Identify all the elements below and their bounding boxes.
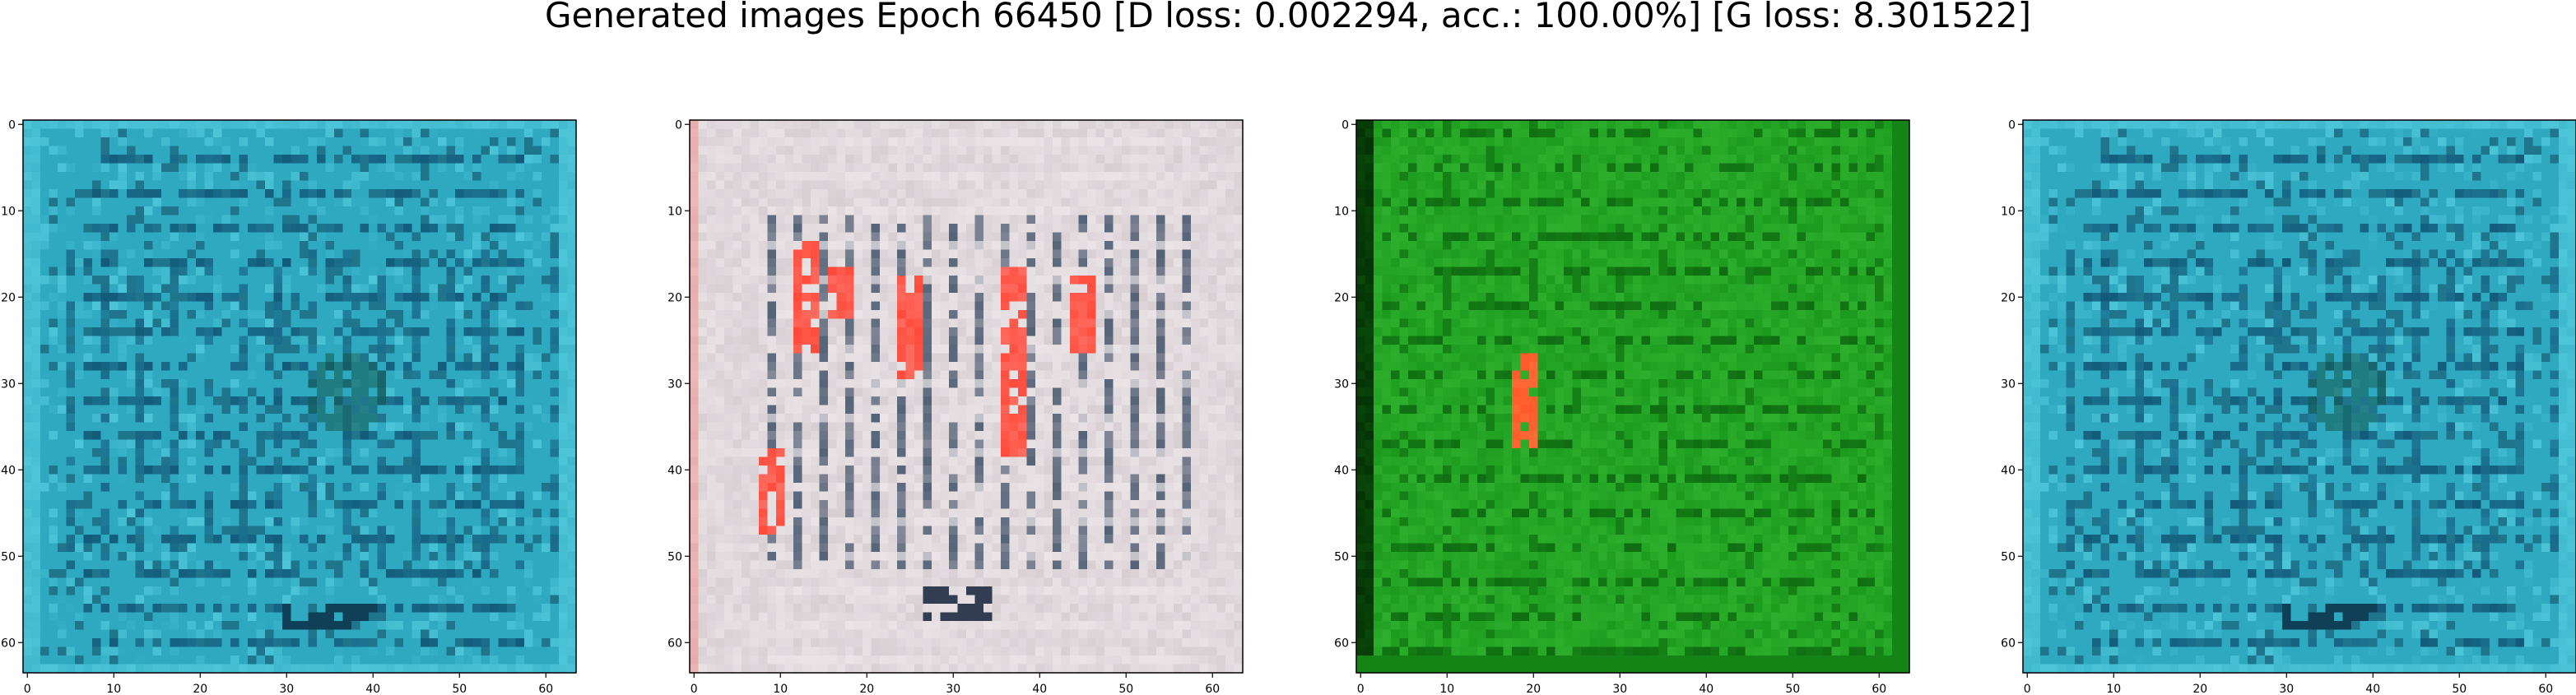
x-tick-label: 0	[2024, 683, 2031, 695]
y-tick-label: 20	[1, 291, 16, 304]
x-tick-label: 10	[2106, 683, 2121, 695]
x-tick-label: 30	[946, 683, 960, 695]
y-tick-label: 40	[1, 464, 16, 477]
y-tick-label: 0	[1341, 118, 1349, 132]
y-tick-label: 40	[2001, 464, 2016, 477]
x-tick-label: 60	[1205, 683, 1220, 695]
y-tick-label: 30	[2001, 378, 2016, 391]
y-tick-label: 10	[1, 205, 16, 218]
generated-image	[690, 120, 1244, 674]
y-tick-label: 10	[2001, 205, 2016, 218]
x-tick-label: 20	[193, 683, 207, 695]
generated-image-panel-1: 0 10 20 30 40 50 60 0 10 20 30 40 50 60	[0, 115, 593, 691]
x-tick-label: 20	[1526, 683, 1541, 695]
y-tick-label: 30	[1334, 378, 1349, 391]
y-tick-label: 40	[1334, 464, 1349, 477]
x-tick-label: 60	[2538, 683, 2553, 695]
y-tick-label: 40	[667, 464, 682, 477]
generated-image	[2023, 120, 2576, 674]
generated-image	[1356, 120, 1910, 674]
y-tick-label: 10	[667, 205, 682, 218]
x-tick-label: 40	[1032, 683, 1047, 695]
generated-image-panel-3: 0 10 20 30 40 50 60 0 10 20 30 40 50 60	[1333, 115, 1926, 691]
y-tick-label: 50	[2001, 550, 2016, 563]
x-tick-label: 40	[2365, 683, 2380, 695]
x-tick-label: 30	[279, 683, 294, 695]
y-tick-label: 10	[1334, 205, 1349, 218]
x-tick-label: 10	[773, 683, 788, 695]
y-tick-label: 60	[2001, 637, 2016, 650]
y-tick-label: 50	[667, 550, 682, 563]
x-tick-label: 20	[859, 683, 874, 695]
y-tick-label: 30	[1, 378, 16, 391]
y-tick-label: 50	[1, 550, 16, 563]
x-tick-label: 40	[1699, 683, 1713, 695]
y-tick-label: 0	[2008, 118, 2016, 132]
generated-image-panel-2: 0 10 20 30 40 50 60 0 10 20 30 40 50 60	[667, 115, 1259, 691]
y-tick-label: 0	[8, 118, 16, 132]
x-tick-label: 50	[2452, 683, 2467, 695]
y-tick-label: 60	[1334, 637, 1349, 650]
y-tick-label: 60	[667, 637, 682, 650]
x-tick-label: 0	[24, 683, 31, 695]
y-tick-label: 0	[675, 118, 682, 132]
x-tick-label: 60	[538, 683, 553, 695]
x-tick-label: 0	[1357, 683, 1365, 695]
x-tick-label: 50	[1118, 683, 1133, 695]
x-tick-label: 30	[1612, 683, 1627, 695]
x-tick-label: 30	[2279, 683, 2294, 695]
y-tick-label: 20	[2001, 291, 2016, 304]
x-tick-label: 40	[365, 683, 380, 695]
y-tick-label: 20	[1334, 291, 1349, 304]
y-tick-label: 50	[1334, 550, 1349, 563]
figure-title: Generated images Epoch 66450 [D loss: 0.…	[0, 0, 2576, 49]
y-tick-label: 30	[667, 378, 682, 391]
generated-image	[23, 120, 577, 674]
x-tick-label: 50	[1785, 683, 1800, 695]
y-tick-label: 60	[1, 637, 16, 650]
x-tick-label: 10	[1439, 683, 1454, 695]
x-tick-label: 0	[690, 683, 698, 695]
generated-image-panel-4: 0 10 20 30 40 50 60 0 10 20 30 40 50 60	[2000, 115, 2576, 691]
x-tick-label: 50	[452, 683, 467, 695]
x-tick-label: 60	[1872, 683, 1886, 695]
x-tick-label: 20	[2192, 683, 2207, 695]
x-tick-label: 10	[106, 683, 121, 695]
y-tick-label: 20	[667, 291, 682, 304]
